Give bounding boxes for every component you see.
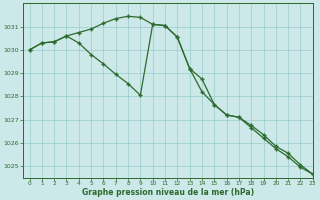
X-axis label: Graphe pression niveau de la mer (hPa): Graphe pression niveau de la mer (hPa) [82, 188, 254, 197]
